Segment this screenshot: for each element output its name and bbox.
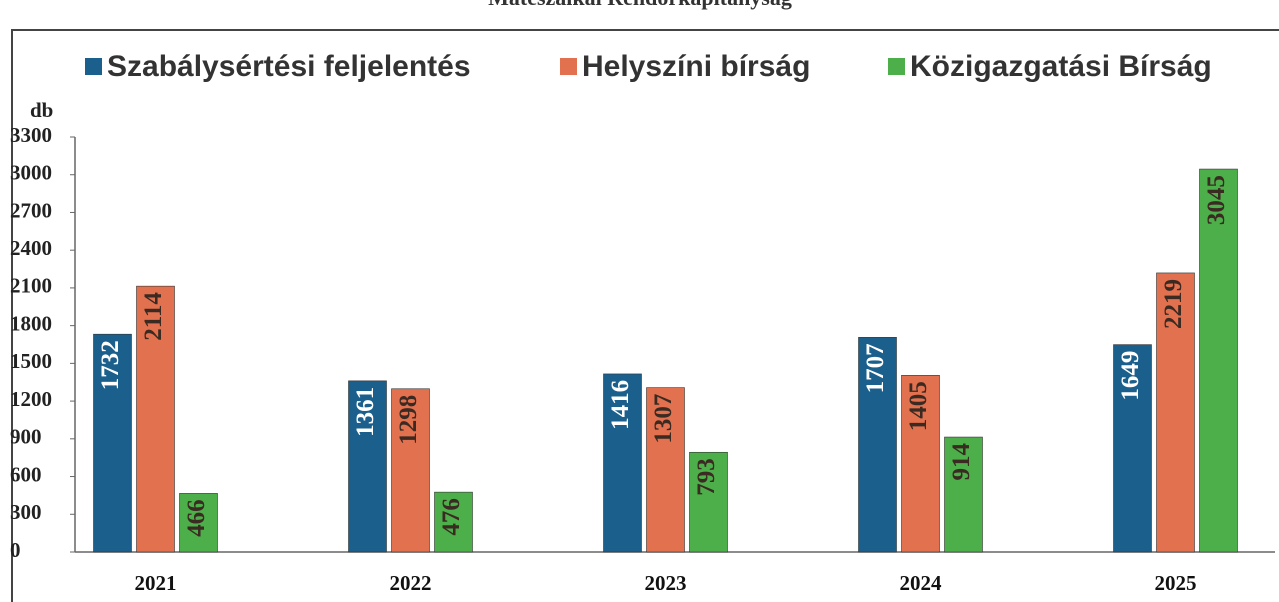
bar — [858, 337, 897, 553]
bar — [603, 373, 642, 553]
y-tick-label: 600 — [10, 462, 42, 486]
x-tick-label: 2021 — [135, 571, 177, 595]
value-label: 466 — [183, 499, 210, 537]
y-tick-label: 3000 — [10, 161, 52, 185]
bar — [1156, 272, 1195, 553]
value-label: 2114 — [140, 292, 167, 341]
legend-swatch — [560, 58, 577, 75]
value-label: 2219 — [1160, 279, 1187, 329]
chart-title: Mátészalkai Rendőrkapitányság — [488, 0, 792, 10]
bar — [93, 333, 132, 553]
frame — [11, 29, 1279, 602]
y-tick-label: 900 — [10, 425, 42, 449]
y-tick-label: 2100 — [10, 274, 52, 298]
bar — [1199, 168, 1238, 553]
value-label: 1307 — [650, 394, 677, 444]
y-axis-label: db — [30, 98, 53, 122]
y-tick-label: 300 — [10, 500, 42, 524]
value-label: 1361 — [352, 387, 379, 437]
value-label: 476 — [438, 498, 465, 536]
y-tick-label: 1800 — [10, 311, 52, 335]
y-tick-label: 2700 — [10, 198, 52, 222]
value-label: 1707 — [862, 343, 889, 393]
value-label: 1298 — [395, 395, 422, 445]
legend-label: Közigazgatási Bírság — [910, 50, 1212, 83]
bar — [391, 388, 430, 553]
legend-swatch — [85, 58, 102, 75]
legend-label: Helyszíni bírság — [582, 50, 810, 83]
bar — [901, 375, 940, 553]
bar — [179, 493, 218, 553]
legend-swatch — [888, 58, 905, 75]
value-label: 1732 — [97, 340, 124, 390]
x-tick-label: 2024 — [900, 571, 943, 595]
y-tick-label: 1200 — [10, 387, 52, 411]
bar — [944, 436, 983, 553]
value-label: 1416 — [607, 380, 634, 430]
x-tick-label: 2022 — [390, 571, 432, 595]
value-label: 914 — [948, 443, 975, 481]
value-label: 1405 — [905, 381, 932, 431]
y-tick-label: 1500 — [10, 349, 52, 373]
bar — [136, 285, 175, 553]
value-label: 3045 — [1203, 175, 1230, 225]
bar — [646, 387, 685, 553]
legend-label: Szabálysértési feljelentés — [107, 50, 471, 83]
bar — [434, 491, 473, 553]
x-tick-label: 2025 — [1155, 571, 1197, 595]
bar — [689, 451, 728, 553]
value-label: 793 — [693, 458, 720, 496]
y-tick-label: 2400 — [10, 236, 52, 260]
bar — [348, 380, 387, 553]
y-tick-label: 0 — [10, 538, 21, 562]
x-tick-label: 2023 — [645, 571, 687, 595]
y-tick-label: 3300 — [10, 123, 52, 147]
bar — [1113, 344, 1152, 553]
value-label: 1649 — [1117, 351, 1144, 401]
